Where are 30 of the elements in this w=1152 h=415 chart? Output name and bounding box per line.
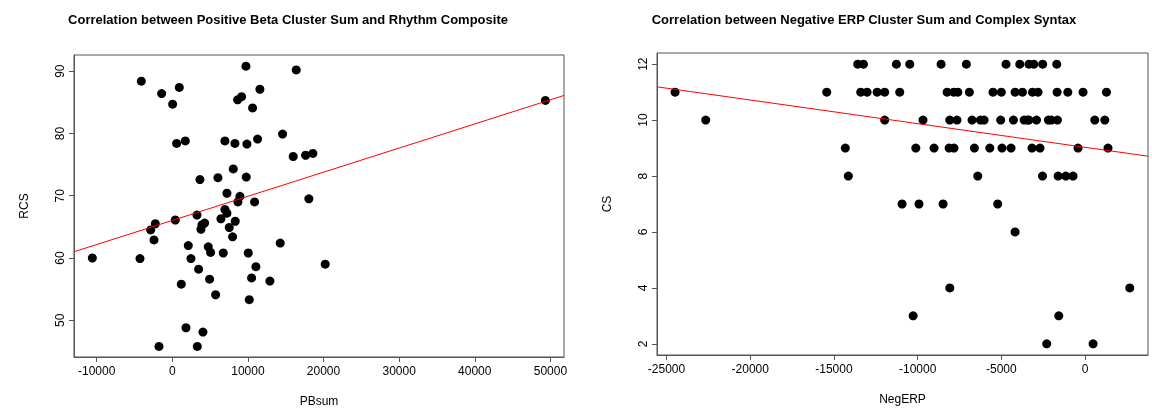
x-axis-title: PBsum — [299, 394, 339, 408]
x-tick-label: 0 — [1081, 362, 1089, 376]
chart-title: Correlation between Positive Beta Cluster Sum and Rhythm Composite — [68, 12, 508, 27]
x-tick-label: 50000 — [533, 364, 568, 378]
x-tick-label: -5000 — [986, 362, 1018, 376]
y-tick-label: 8 — [636, 172, 650, 180]
x-tick-label: 0 — [168, 364, 176, 378]
y-tick-label: 10 — [636, 113, 650, 127]
y-axis-title: RCS — [17, 193, 31, 219]
y-tick-label: 6 — [636, 228, 650, 236]
x-tick-label: 20000 — [306, 364, 341, 378]
x-tick-label: 30000 — [382, 364, 417, 378]
y-tick-label: 70 — [53, 188, 67, 203]
x-tick-label: -10000 — [898, 362, 937, 376]
y-tick-label: 60 — [53, 251, 67, 265]
y-tick-label: 2 — [636, 340, 650, 348]
x-tick-label: 10000 — [231, 364, 265, 378]
y-tick-label: 12 — [636, 57, 650, 71]
x-axis-title: NegERP — [879, 392, 926, 406]
x-tick-label: 40000 — [458, 364, 492, 378]
x-tick-label: -15000 — [815, 362, 853, 376]
chart-title: Correlation between Negative ERP Cluster Sum and Complex Syntax — [651, 12, 1078, 27]
y-axis-title: CS — [600, 195, 614, 213]
y-tick-label: 50 — [53, 313, 67, 327]
y-tick-label: 4 — [636, 284, 650, 292]
x-tick-label: -25000 — [647, 362, 686, 376]
y-tick-label: 80 — [53, 126, 67, 141]
y-tick-label: 90 — [53, 64, 67, 78]
x-tick-label: -10000 — [78, 364, 116, 378]
x-tick-label: -20000 — [731, 362, 770, 376]
